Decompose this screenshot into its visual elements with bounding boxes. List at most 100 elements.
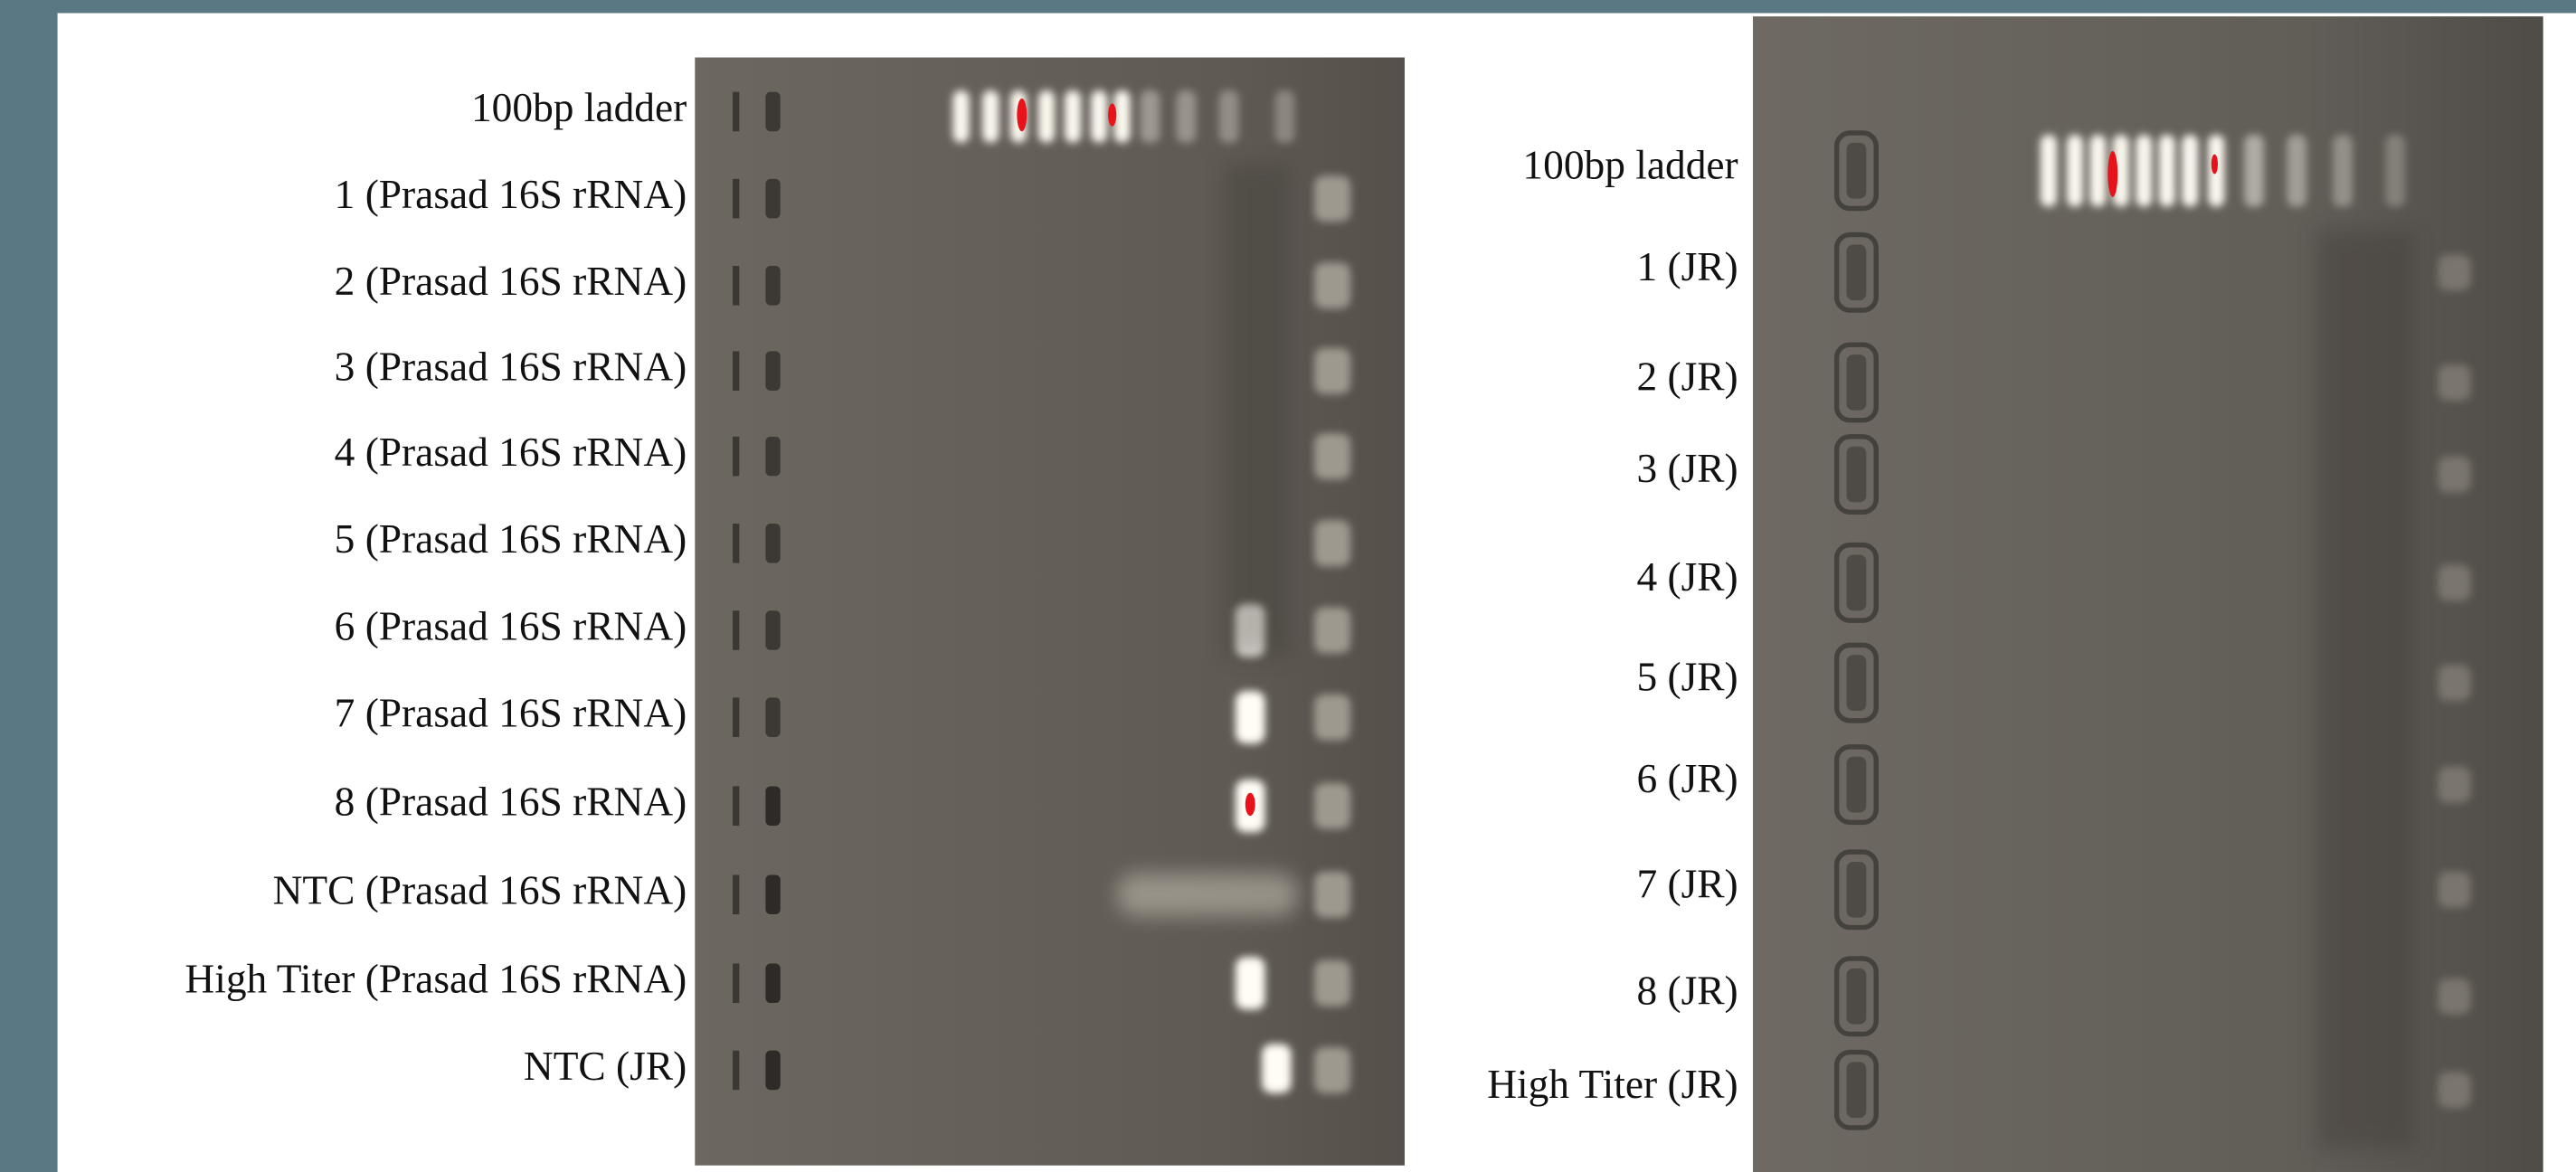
lane-label: 1 (Prasad 16S rRNA) [335,172,687,217]
marker [1108,103,1116,126]
lane-label: 8 (JR) [1636,968,1738,1013]
well [733,524,739,563]
lane-label: 4 (Prasad 16S rRNA) [335,430,687,475]
lane-label: 5 (JR) [1636,655,1738,700]
lane-label: 8 (Prasad 16S rRNA) [335,780,687,825]
well [733,92,739,132]
page: 100bp ladder 1 (Prasad 16S rRNA) 2 (Prasad… [0,0,2576,1172]
band [1314,872,1350,918]
shadow [1224,165,1290,657]
well [765,1051,780,1091]
band [1314,262,1350,308]
well [733,610,739,650]
ladder-band [2182,135,2198,207]
lane-label: 100bp ladder [471,85,687,130]
ladder-band [1113,90,1130,143]
band [2438,364,2470,401]
ladder-band [1219,90,1239,143]
well [1847,447,1867,503]
well [765,524,780,563]
well [733,266,739,306]
lane-label: NTC (JR) [524,1044,687,1089]
band [1314,520,1350,566]
ladder-band [2333,135,2353,207]
band [2438,254,2470,290]
band [1236,691,1265,743]
ladder-band [2041,135,2057,207]
band [2438,872,2470,908]
band [2438,767,2470,803]
lane-label: 4 (JR) [1636,554,1738,600]
band [2438,665,2470,701]
band [1314,175,1350,222]
well [765,351,780,391]
band [1236,957,1265,1009]
ladder-band [982,90,999,143]
well [765,697,780,737]
lane-label: 7 (Prasad 16S rRNA) [335,691,687,736]
band [1314,695,1350,741]
well [733,351,739,391]
ladder-band [1176,90,1196,143]
well [1847,244,1867,300]
ladder-band [1141,90,1160,143]
ladder-band [2159,135,2175,207]
well [1847,655,1867,711]
ladder-band [952,90,969,143]
lane-label: 1 (JR) [1636,244,1738,289]
ladder-band [2287,135,2306,207]
ladder-band [2067,135,2083,207]
marker [1017,99,1027,131]
lane-label: 6 (Prasad 16S rRNA) [335,603,687,648]
well [733,179,739,219]
well [733,1051,739,1091]
well [1847,555,1867,611]
well [733,963,739,1003]
lane-label: High Titer (Prasad 16S rRNA) [185,957,687,1002]
band [2438,457,2470,493]
ladder-band [2136,135,2152,207]
lane-label: NTC (Prasad 16S rRNA) [273,868,687,913]
band [1314,348,1350,394]
ladder-band [1065,90,1081,143]
lane-label: 3 (JR) [1636,446,1738,491]
marker [2211,155,2218,175]
ladder-band [2244,135,2264,207]
shadow [2316,230,2415,1148]
well [765,786,780,826]
well [1847,862,1867,918]
lane-label: 2 (Prasad 16S rRNA) [335,259,687,304]
lane-label: 5 (Prasad 16S rRNA) [335,516,687,562]
lane-label: 6 (JR) [1636,756,1738,801]
well [765,874,780,914]
band [1314,1047,1350,1093]
smear [1117,874,1298,916]
well [765,266,780,306]
ladder-band [2385,135,2405,207]
well [765,92,780,132]
well [733,697,739,737]
ladder-band [1274,90,1294,143]
well [765,610,780,650]
lane-label: High Titer (JR) [1487,1062,1738,1107]
band [1314,960,1350,1007]
well [1847,1062,1867,1118]
well [765,437,780,477]
lane-label: 2 (JR) [1636,354,1738,400]
band [1262,1044,1292,1092]
lane-label: 7 (JR) [1636,861,1738,906]
band [1314,433,1350,479]
well [1847,969,1867,1025]
ladder-band [1038,90,1055,143]
band [1314,783,1350,829]
left-gel [695,58,1405,1166]
band [1314,608,1350,654]
band [2438,1072,2470,1108]
lane-label: 3 (Prasad 16S rRNA) [335,345,687,390]
band [2438,564,2470,600]
ladder-band [1091,90,1107,143]
marker [1245,793,1255,816]
figure: 100bp ladder 1 (Prasad 16S rRNA) 2 (Prasad… [0,0,2576,1172]
well [765,963,780,1003]
marker [2107,151,2117,197]
